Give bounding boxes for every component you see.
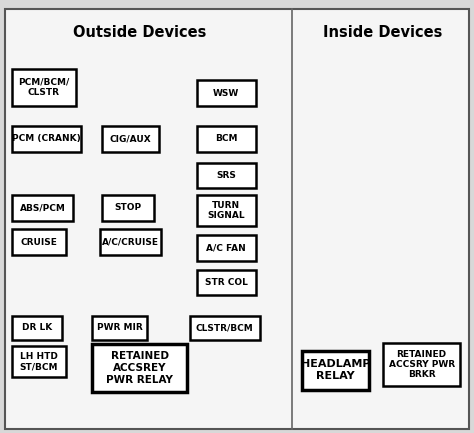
FancyBboxPatch shape <box>5 9 469 429</box>
Text: BCM: BCM <box>215 134 237 143</box>
Text: ABS/PCM: ABS/PCM <box>20 204 65 212</box>
FancyBboxPatch shape <box>197 195 256 226</box>
Text: CRUISE: CRUISE <box>21 238 57 247</box>
Text: LH HTD
ST/BCM: LH HTD ST/BCM <box>20 352 58 371</box>
Text: TURN
SIGNAL: TURN SIGNAL <box>208 201 245 220</box>
FancyBboxPatch shape <box>12 316 62 340</box>
Text: CLSTR/BCM: CLSTR/BCM <box>196 323 254 333</box>
FancyBboxPatch shape <box>197 80 256 106</box>
Text: A/C FAN: A/C FAN <box>207 243 246 252</box>
Text: PWR MIR: PWR MIR <box>97 323 143 333</box>
FancyBboxPatch shape <box>12 195 73 221</box>
FancyBboxPatch shape <box>12 229 66 255</box>
FancyBboxPatch shape <box>197 270 256 295</box>
Text: STR COL: STR COL <box>205 278 248 287</box>
Text: Outside Devices: Outside Devices <box>73 25 207 40</box>
Text: WSW: WSW <box>213 89 239 97</box>
FancyBboxPatch shape <box>92 344 187 392</box>
FancyBboxPatch shape <box>100 229 161 255</box>
FancyBboxPatch shape <box>12 126 81 152</box>
FancyBboxPatch shape <box>102 195 154 221</box>
FancyBboxPatch shape <box>197 126 256 152</box>
FancyBboxPatch shape <box>383 343 460 386</box>
Text: DR LK: DR LK <box>22 323 52 333</box>
FancyBboxPatch shape <box>190 316 260 340</box>
FancyBboxPatch shape <box>12 69 76 106</box>
FancyBboxPatch shape <box>12 346 66 377</box>
Text: CIG/AUX: CIG/AUX <box>109 134 151 143</box>
FancyBboxPatch shape <box>302 351 369 390</box>
Text: RETAINED
ACCSRY PWR
BRKR: RETAINED ACCSRY PWR BRKR <box>389 350 455 379</box>
FancyBboxPatch shape <box>92 316 147 340</box>
FancyBboxPatch shape <box>197 163 256 188</box>
Text: Inside Devices: Inside Devices <box>323 25 443 40</box>
Text: STOP: STOP <box>114 204 142 212</box>
Text: RETAINED
ACCSREY
PWR RELAY: RETAINED ACCSREY PWR RELAY <box>106 352 173 385</box>
Text: PCM (CRANK): PCM (CRANK) <box>12 134 81 143</box>
FancyBboxPatch shape <box>102 126 159 152</box>
Text: HEADLAMP
RELAY: HEADLAMP RELAY <box>301 359 370 381</box>
Text: A/C/CRUISE: A/C/CRUISE <box>102 238 159 247</box>
Text: SRS: SRS <box>217 171 236 180</box>
FancyBboxPatch shape <box>197 235 256 261</box>
Text: PCM/BCM/
CLSTR: PCM/BCM/ CLSTR <box>18 78 70 97</box>
